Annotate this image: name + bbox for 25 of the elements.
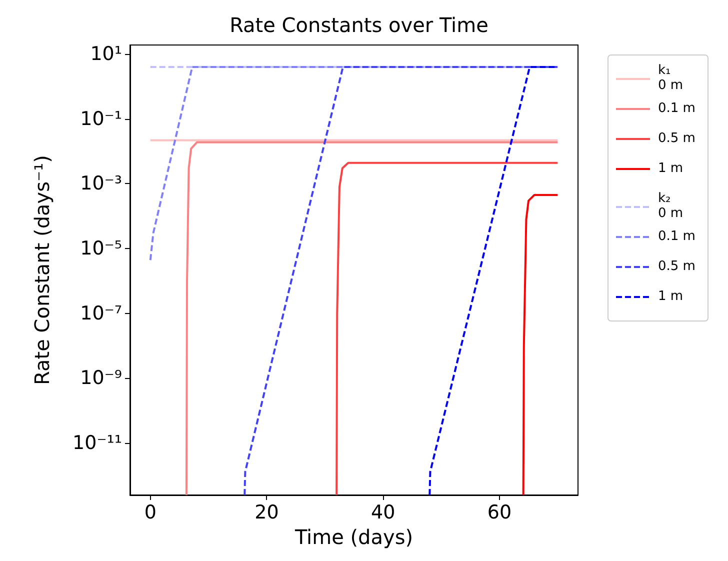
legend-label: 0.1 m <box>658 229 696 244</box>
legend-label: k₂ 0 m <box>658 191 684 221</box>
legend-label: 1 m <box>658 161 684 176</box>
line-series <box>336 162 559 496</box>
line-series <box>185 141 559 496</box>
legend-label: 0.1 m <box>658 101 696 116</box>
x-tick-label: 60 <box>487 502 512 524</box>
y-tick-label: 10¹ <box>90 43 122 66</box>
y-tick-label: 10⁻¹ <box>80 108 122 130</box>
x-axis-title: Time (days) <box>294 524 414 549</box>
legend-label: 0.5 m <box>658 131 696 146</box>
y-axis-title: Rate Constant (days⁻¹) <box>30 155 54 385</box>
chart-title: Rate Constants over Time <box>230 13 488 37</box>
legend-label: 0.5 m <box>658 259 696 274</box>
y-tick-label: 10⁻⁷ <box>80 302 122 324</box>
line-series <box>522 194 559 496</box>
legend-label: k₁ 0 m <box>658 63 684 93</box>
x-tick-label: 20 <box>254 502 279 524</box>
y-tick-label: 10⁻⁵ <box>80 238 122 260</box>
x-tick-label: 0 <box>144 502 156 524</box>
y-tick-label: 10⁻¹¹ <box>72 432 122 454</box>
legend-label: 1 m <box>658 289 684 304</box>
y-tick-label: 10⁻⁹ <box>80 367 122 390</box>
y-tick-label: 10⁻³ <box>80 172 122 195</box>
x-tick-label: 40 <box>370 502 396 524</box>
